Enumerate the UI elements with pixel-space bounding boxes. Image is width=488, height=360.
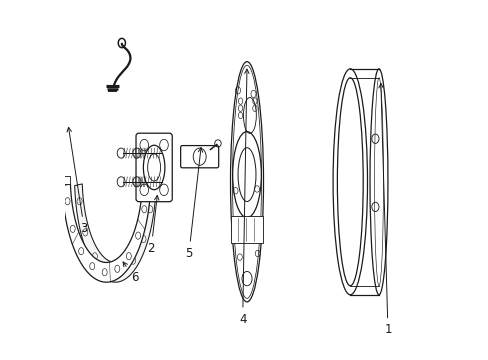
FancyBboxPatch shape — [136, 133, 172, 202]
Ellipse shape — [369, 69, 387, 295]
Text: 1: 1 — [378, 84, 391, 336]
Text: 5: 5 — [185, 148, 203, 260]
Polygon shape — [75, 184, 155, 282]
FancyBboxPatch shape — [61, 176, 70, 184]
Text: 3: 3 — [67, 127, 88, 235]
FancyBboxPatch shape — [180, 145, 218, 168]
Text: 6: 6 — [123, 262, 138, 284]
FancyBboxPatch shape — [230, 216, 263, 243]
Ellipse shape — [230, 62, 263, 302]
Text: 2: 2 — [147, 195, 159, 255]
Polygon shape — [62, 184, 150, 282]
Text: 4: 4 — [239, 69, 248, 326]
